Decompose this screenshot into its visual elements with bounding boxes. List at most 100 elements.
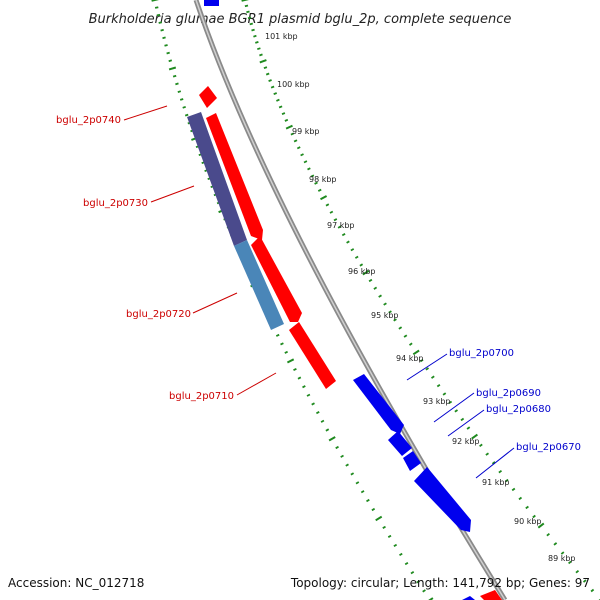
label-bglu_2p0740[interactable]: bglu_2p0740 — [56, 115, 121, 126]
minor-tick — [382, 525, 386, 529]
minor-tick — [340, 454, 344, 458]
major-tick — [285, 124, 293, 130]
minor-tick — [504, 478, 509, 483]
gene-bglu_2p0680[interactable] — [403, 451, 421, 471]
minor-tick — [333, 218, 338, 222]
gene-fragment-top[interactable] — [204, 0, 219, 6]
minor-tick — [329, 210, 334, 214]
minor-tick — [317, 188, 322, 192]
minor-tick — [306, 393, 311, 397]
minor-tick — [278, 105, 283, 109]
scale-label-97kbp: 97 kbp — [327, 221, 355, 230]
minor-tick — [273, 92, 278, 96]
minor-tick — [177, 90, 182, 93]
scale-label-92kbp: 92 kbp — [452, 437, 480, 446]
minor-tick — [383, 302, 387, 306]
minor-tick — [253, 34, 257, 38]
minor-tick — [422, 589, 426, 593]
minor-tick — [179, 98, 184, 101]
scale-label-100kbp: 100 kbp — [277, 80, 310, 89]
minor-tick — [300, 153, 304, 157]
gene-fragment-bottom-blue[interactable] — [462, 596, 475, 600]
scale-label-98kbp: 98 kbp — [309, 175, 337, 184]
label-bglu_2p0710[interactable]: bglu_2p0710 — [169, 391, 234, 402]
gene-bglu_2p0690[interactable] — [388, 431, 412, 456]
minor-tick — [419, 358, 424, 363]
minor-tick — [293, 139, 298, 143]
minor-tick — [466, 426, 471, 430]
accession-text: Accession: NC_012718 — [8, 576, 144, 590]
scale-label-96kbp: 96 kbp — [348, 267, 376, 276]
minor-tick — [399, 552, 403, 557]
major-tick — [537, 522, 545, 529]
topology-summary: Topology: circular; Length: 141,792 bp; … — [290, 576, 590, 590]
scale-label-95kbp: 95 kbp — [371, 311, 399, 320]
outer-tick-ring — [241, 0, 600, 600]
leader-bglu_2p0700 — [406, 353, 448, 381]
major-tick — [412, 349, 420, 356]
minor-tick — [431, 375, 435, 379]
minor-tick — [498, 469, 503, 474]
minor-tick — [346, 240, 350, 244]
minor-tick — [303, 160, 308, 164]
minor-tick — [448, 400, 453, 405]
minor-tick — [280, 342, 284, 346]
scale-label-89kbp: 89 kbp — [548, 554, 576, 563]
major-tick — [471, 433, 478, 440]
minor-tick — [296, 146, 301, 150]
scale-label-93kbp: 93 kbp — [423, 397, 451, 406]
minor-tick — [154, 6, 159, 9]
minor-tick — [378, 294, 382, 298]
minor-tick — [345, 463, 349, 467]
minor-tick — [246, 10, 250, 14]
minor-tick — [408, 342, 413, 346]
minor-tick — [454, 409, 459, 413]
major-tick — [259, 59, 267, 64]
minor-tick — [337, 225, 342, 229]
leader-bglu_2p0740 — [123, 105, 168, 121]
cds-feature-dark — [187, 112, 247, 246]
minor-tick — [182, 105, 186, 109]
map-title: Burkholderia glumae BGR1 plasmid bglu_2p… — [89, 12, 512, 27]
minor-tick — [265, 72, 270, 76]
minor-tick — [244, 4, 249, 8]
label-bglu_2p0720[interactable]: bglu_2p0720 — [126, 309, 191, 320]
minor-tick — [314, 181, 318, 185]
minor-tick — [259, 53, 263, 57]
label-bglu_2p0700[interactable]: bglu_2p0700 — [449, 348, 514, 359]
minor-tick — [341, 233, 346, 237]
gene-bglu_2p0700[interactable] — [353, 374, 404, 434]
minor-tick — [491, 461, 496, 465]
minor-tick — [164, 44, 168, 47]
minor-tick — [350, 472, 355, 476]
minor-tick — [442, 392, 447, 396]
minor-tick — [416, 580, 420, 584]
minor-tick — [354, 255, 359, 259]
gene-bglu_2p0710[interactable] — [289, 322, 336, 389]
minor-tick — [518, 496, 523, 501]
minor-tick — [373, 286, 378, 290]
gene-bglu_2p0740[interactable] — [199, 86, 217, 108]
label-bglu_2p0730[interactable]: bglu_2p0730 — [83, 198, 148, 209]
label-bglu_2p0680[interactable]: bglu_2p0680 — [486, 404, 551, 415]
gene-fragment-bottom-red[interactable] — [480, 590, 502, 600]
minor-tick — [360, 490, 365, 494]
gene-bglu_2p0720[interactable] — [251, 236, 302, 322]
minor-tick — [560, 551, 565, 555]
minor-tick — [310, 174, 315, 178]
label-bglu_2p0670[interactable]: bglu_2p0670 — [516, 442, 581, 453]
major-tick — [168, 66, 177, 71]
gene-bglu_2p0730[interactable] — [206, 113, 263, 240]
minor-tick — [168, 59, 173, 63]
minor-tick — [166, 51, 170, 55]
label-bglu_2p0690[interactable]: bglu_2p0690 — [476, 388, 541, 399]
minor-tick — [525, 505, 529, 510]
minor-tick — [251, 28, 255, 32]
minor-tick — [270, 85, 275, 89]
minor-tick — [404, 561, 409, 566]
gene-bglu_2p0670[interactable] — [414, 467, 471, 532]
scale-label-99kbp: 99 kbp — [292, 127, 320, 136]
minor-tick — [325, 203, 330, 207]
major-tick — [375, 515, 383, 522]
leader-bglu_2p0720 — [192, 292, 238, 314]
